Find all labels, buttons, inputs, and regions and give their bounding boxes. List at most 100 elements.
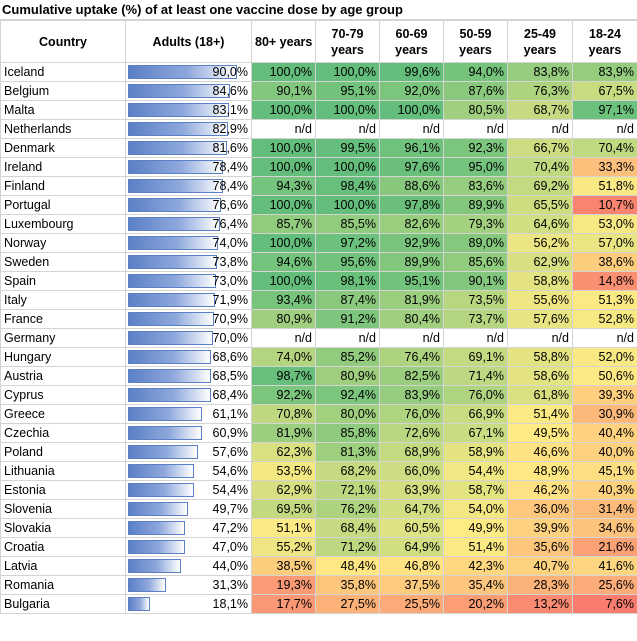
uptake-value-60-69-years: 100,0%	[379, 100, 444, 120]
header-row: Country Adults (18+) 80+ years 70-79 years 60…	[0, 20, 637, 63]
country-name: Czechia	[0, 423, 126, 443]
uptake-value-80-years: 100,0%	[251, 271, 316, 291]
table-row-czechia: Czechia 60,9% 81,9% 85,8% 72,6% 67,1% 49,5% 40,…	[0, 423, 637, 443]
uptake-value-18-24-years: 57,0%	[572, 233, 637, 253]
uptake-value-70-79-years: 27,5%	[315, 594, 380, 614]
adult-uptake-bar	[128, 84, 231, 98]
adult-uptake-value: 54,4%	[212, 483, 248, 497]
table-row-austria: Austria 68,5% 98,7% 80,9% 82,5% 71,4% 58,6% 50,…	[0, 366, 637, 386]
table-row-romania: Romania 31,3% 19,3% 35,8% 37,5% 35,4% 28,3% 25,…	[0, 575, 637, 595]
uptake-value-50-59-years: 66,9%	[443, 404, 508, 424]
uptake-value-25-49-years: 61,8%	[507, 385, 573, 405]
adult-uptake-value: 60,9%	[212, 426, 248, 440]
uptake-value-70-79-years: 72,1%	[315, 480, 380, 500]
uptake-value-70-79-years: 97,2%	[315, 233, 380, 253]
uptake-value-25-49-years: 46,6%	[507, 442, 573, 462]
uptake-value-50-59-years: 73,7%	[443, 309, 508, 329]
country-name: Greece	[0, 404, 126, 424]
country-name: Norway	[0, 233, 126, 253]
country-name: Bulgaria	[0, 594, 126, 614]
adult-uptake-cell: 73,0%	[125, 271, 252, 291]
column-header-70-79-years: 70-79 years	[315, 20, 380, 63]
adult-uptake-value: 68,5%	[212, 369, 248, 383]
table-row-bulgaria: Bulgaria 18,1% 17,7% 27,5% 25,5% 20,2% 13,2% 7,…	[0, 594, 637, 614]
country-name: Estonia	[0, 480, 126, 500]
uptake-value-18-24-years: 51,3%	[572, 290, 637, 310]
uptake-value-18-24-years: 83,9%	[572, 62, 637, 82]
uptake-value-60-69-years: 81,9%	[379, 290, 444, 310]
adult-uptake-cell: 90,0%	[125, 62, 252, 82]
adult-uptake-cell: 57,6%	[125, 442, 252, 462]
uptake-value-80-years: n/d	[251, 119, 316, 139]
uptake-value-70-79-years: n/d	[315, 328, 380, 348]
adult-uptake-value: 54,6%	[212, 464, 248, 478]
table-row-croatia: Croatia 47,0% 55,2% 71,2% 64,9% 51,4% 35,6% 21,…	[0, 537, 637, 557]
uptake-value-70-79-years: 85,8%	[315, 423, 380, 443]
uptake-value-80-years: 80,9%	[251, 309, 316, 329]
uptake-value-70-79-years: 100,0%	[315, 62, 380, 82]
country-name: Belgium	[0, 81, 126, 101]
uptake-value-80-years: 90,1%	[251, 81, 316, 101]
adult-uptake-value: 44,0%	[212, 559, 248, 573]
adult-uptake-bar	[128, 597, 150, 611]
adult-uptake-value: 49,7%	[212, 502, 248, 516]
adult-uptake-cell: 18,1%	[125, 594, 252, 614]
uptake-value-60-69-years: 76,4%	[379, 347, 444, 367]
column-header-text: years	[523, 42, 557, 57]
uptake-value-60-69-years: n/d	[379, 328, 444, 348]
uptake-value-50-59-years: n/d	[443, 119, 508, 139]
adult-uptake-value: 74,0%	[212, 236, 248, 250]
uptake-value-50-59-years: 89,0%	[443, 233, 508, 253]
adult-uptake-cell: 31,3%	[125, 575, 252, 595]
uptake-value-25-49-years: n/d	[507, 119, 573, 139]
uptake-value-60-69-years: 82,5%	[379, 366, 444, 386]
uptake-value-25-49-years: 58,8%	[507, 347, 573, 367]
adult-uptake-value: 61,1%	[212, 407, 248, 421]
table-row-germany: Germany 70,0% n/d n/d n/d n/d n/d n/d	[0, 328, 637, 348]
uptake-value-80-years: 94,6%	[251, 252, 316, 272]
adult-uptake-cell: 76,6%	[125, 195, 252, 215]
adult-uptake-bar	[128, 388, 211, 402]
uptake-value-80-years: 100,0%	[251, 233, 316, 253]
adult-uptake-value: 70,9%	[212, 312, 248, 326]
uptake-value-18-24-years: 14,8%	[572, 271, 637, 291]
uptake-value-60-69-years: 68,9%	[379, 442, 444, 462]
uptake-value-18-24-years: 34,6%	[572, 518, 637, 538]
country-name: Ireland	[0, 157, 126, 177]
adult-uptake-cell: 54,6%	[125, 461, 252, 481]
adult-uptake-cell: 81,6%	[125, 138, 252, 158]
adult-uptake-value: 90,0%	[212, 65, 248, 79]
column-header-text: 18-24	[589, 26, 621, 41]
country-name: Cyprus	[0, 385, 126, 405]
uptake-value-70-79-years: 98,1%	[315, 271, 380, 291]
adult-uptake-bar	[128, 160, 223, 174]
uptake-value-25-49-years: 58,6%	[507, 366, 573, 386]
uptake-value-25-49-years: 46,2%	[507, 480, 573, 500]
adult-uptake-cell: 68,4%	[125, 385, 252, 405]
table-row-denmark: Denmark 81,6% 100,0% 99,5% 96,1% 92,3% 66,7% 70…	[0, 138, 637, 158]
country-name: Austria	[0, 366, 126, 386]
vaccine-uptake-table: Country Adults (18+) 80+ years 70-79 years 60…	[0, 20, 637, 614]
uptake-value-25-49-years: 39,9%	[507, 518, 573, 538]
uptake-value-80-years: 70,8%	[251, 404, 316, 424]
uptake-value-50-59-years: 90,1%	[443, 271, 508, 291]
uptake-value-70-79-years: 100,0%	[315, 157, 380, 177]
adult-uptake-bar	[128, 369, 211, 383]
uptake-value-80-years: 62,9%	[251, 480, 316, 500]
uptake-value-60-69-years: 99,6%	[379, 62, 444, 82]
table-row-netherlands: Netherlands 82,9% n/d n/d n/d n/d n/d n/d	[0, 119, 637, 139]
uptake-value-50-59-years: 95,0%	[443, 157, 508, 177]
adult-uptake-cell: 82,9%	[125, 119, 252, 139]
country-name: Latvia	[0, 556, 126, 576]
table-row-spain: Spain 73,0% 100,0% 98,1% 95,1% 90,1% 58,8% 14,8…	[0, 271, 637, 291]
column-header-50-59-years: 50-59 years	[443, 20, 508, 63]
column-header-country: Country	[0, 20, 126, 63]
uptake-value-25-49-years: 40,7%	[507, 556, 573, 576]
table-body: Iceland 90,0% 100,0% 100,0% 99,6% 94,0% 83,8% 8…	[0, 62, 637, 614]
uptake-value-60-69-years: 37,5%	[379, 575, 444, 595]
table-row-poland: Poland 57,6% 62,3% 81,3% 68,9% 58,9% 46,6% 40,0…	[0, 442, 637, 462]
adult-uptake-bar	[128, 445, 198, 459]
uptake-value-80-years: 19,3%	[251, 575, 316, 595]
adult-uptake-value: 57,6%	[212, 445, 248, 459]
column-header-text: years	[588, 42, 622, 57]
